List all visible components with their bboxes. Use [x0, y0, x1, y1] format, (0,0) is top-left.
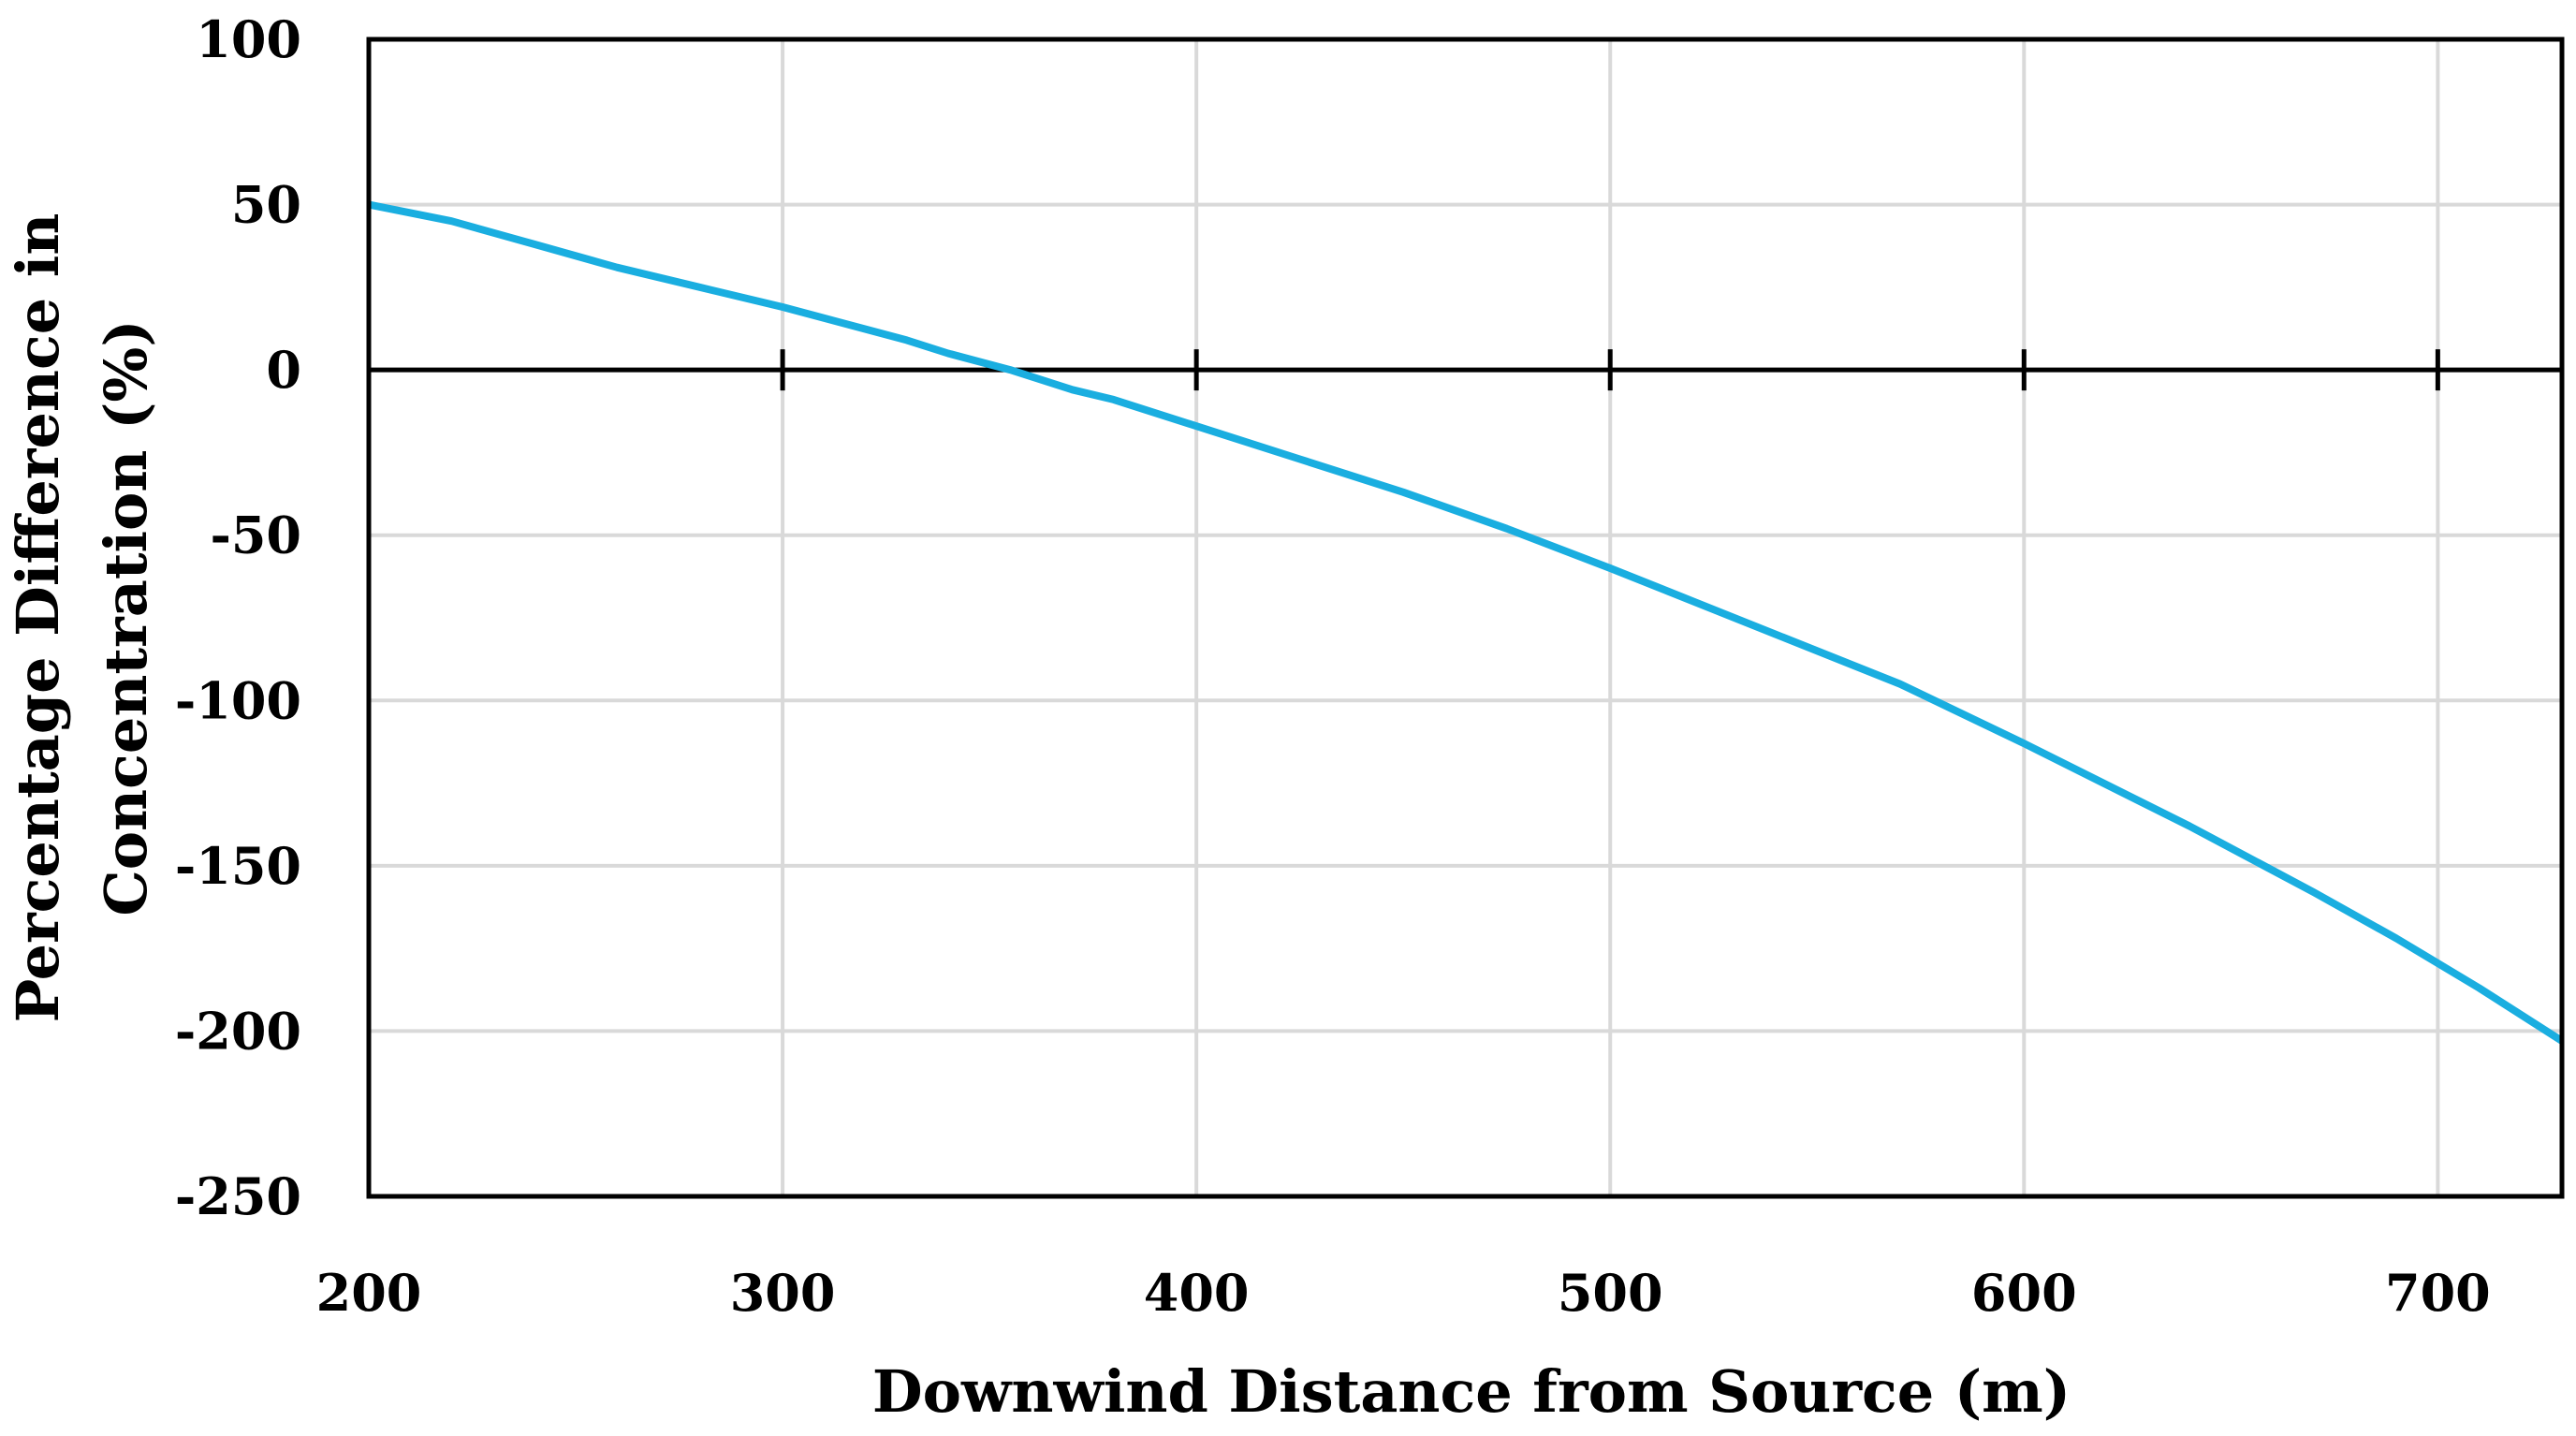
x-tick-label: 400	[1144, 1263, 1250, 1323]
gridlines	[369, 39, 2562, 1196]
x-tick-label: 700	[2385, 1263, 2491, 1323]
y-tick-label: -250	[175, 1166, 301, 1226]
x-tick-labels: 200 300 400 500 600 700	[316, 1263, 2491, 1323]
x-tick-label: 300	[730, 1263, 836, 1323]
plot-frame	[366, 37, 2565, 1199]
y-tick-label: 50	[231, 175, 301, 235]
series-group	[368, 200, 2565, 1045]
x-tick-label: 600	[1971, 1263, 2077, 1323]
y-tick-label: -100	[175, 670, 301, 730]
y-tick-label: -50	[210, 506, 301, 565]
series-line	[368, 200, 2565, 1045]
y-tick-label: 0	[266, 340, 301, 400]
y-tick-label: 100	[196, 9, 301, 69]
x-tick-label: 500	[1558, 1263, 1663, 1323]
y-tick-labels: 100 50 0 -50 -100 -150 -200 -250	[175, 9, 301, 1226]
y-tick-label: -150	[175, 836, 301, 896]
x-axis-title: Downwind Distance from Source (m)	[872, 1357, 2071, 1426]
x-tick-label: 200	[316, 1263, 422, 1323]
y-axis-title-line-1: Percentage Difference in	[4, 213, 72, 1023]
y-axis-title-line-2: Concentration (%)	[92, 319, 160, 916]
y-tick-label: -200	[175, 1001, 301, 1061]
zero-line-group	[369, 349, 2562, 391]
